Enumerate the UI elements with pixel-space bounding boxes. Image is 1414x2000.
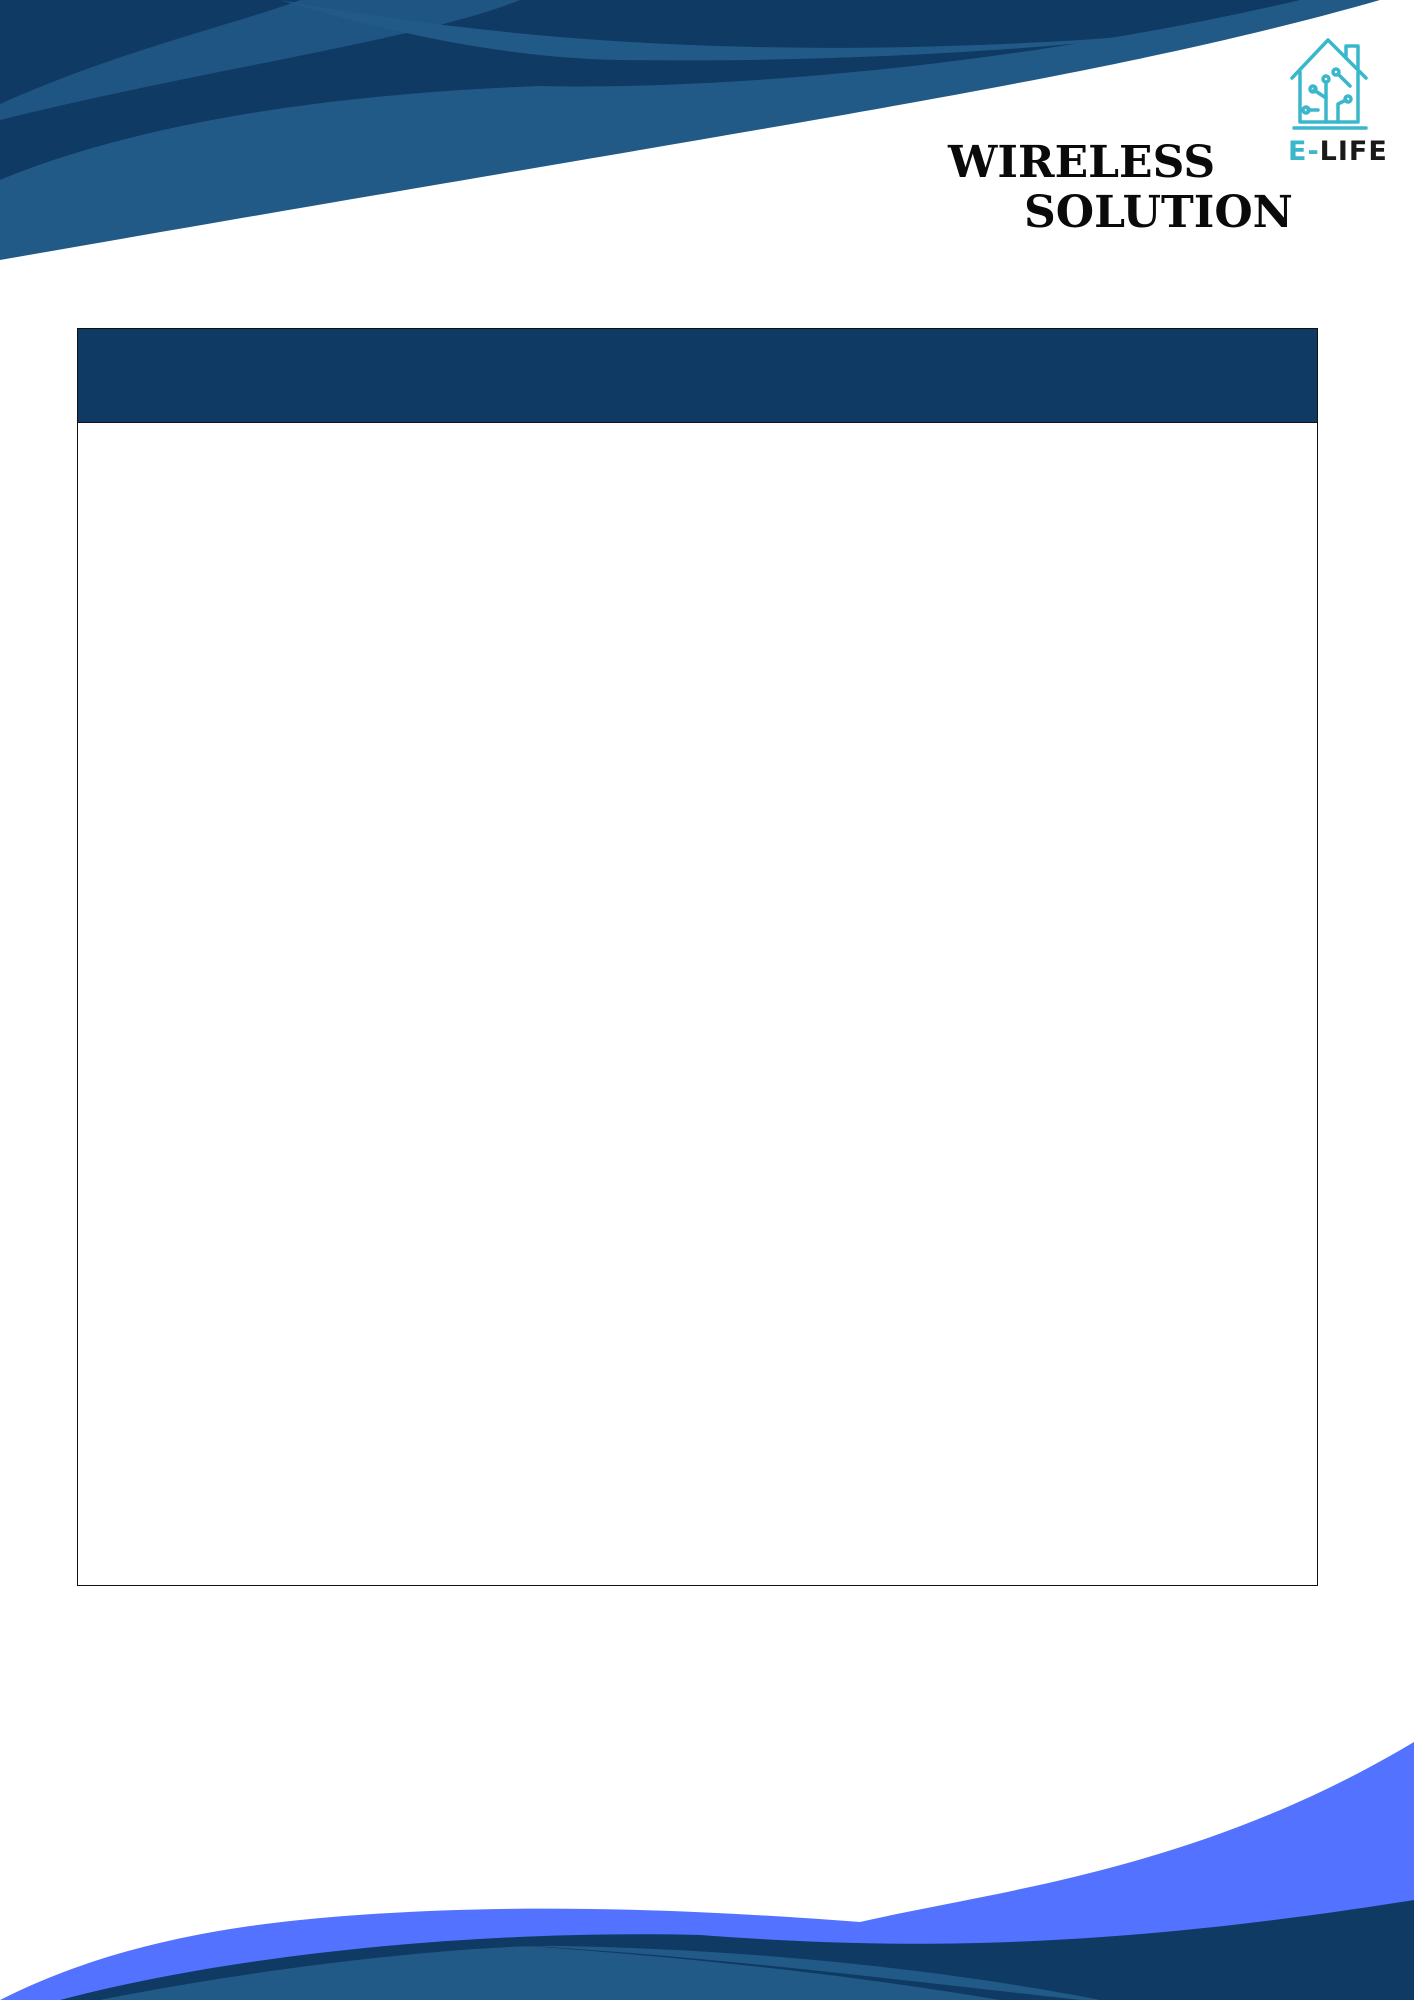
content-box bbox=[77, 328, 1318, 1586]
logo-brand-name: LIFE bbox=[1319, 136, 1388, 167]
document-title: WIRELESS SOLUTION bbox=[948, 138, 1293, 238]
content-box-body bbox=[78, 423, 1317, 1584]
smart-home-icon bbox=[1290, 38, 1368, 130]
bottom-wave-decoration bbox=[0, 1742, 1414, 2000]
logo-prefix: E- bbox=[1288, 136, 1320, 167]
e-life-logo: E-LIFE bbox=[1286, 34, 1387, 170]
logo-wordmark: E-LIFE bbox=[1288, 138, 1388, 165]
title-line-1: WIRELESS bbox=[948, 137, 1216, 188]
title-line-2: SOLUTION bbox=[1024, 187, 1293, 238]
content-box-header bbox=[78, 329, 1317, 423]
top-wave-decoration bbox=[0, 0, 1380, 260]
